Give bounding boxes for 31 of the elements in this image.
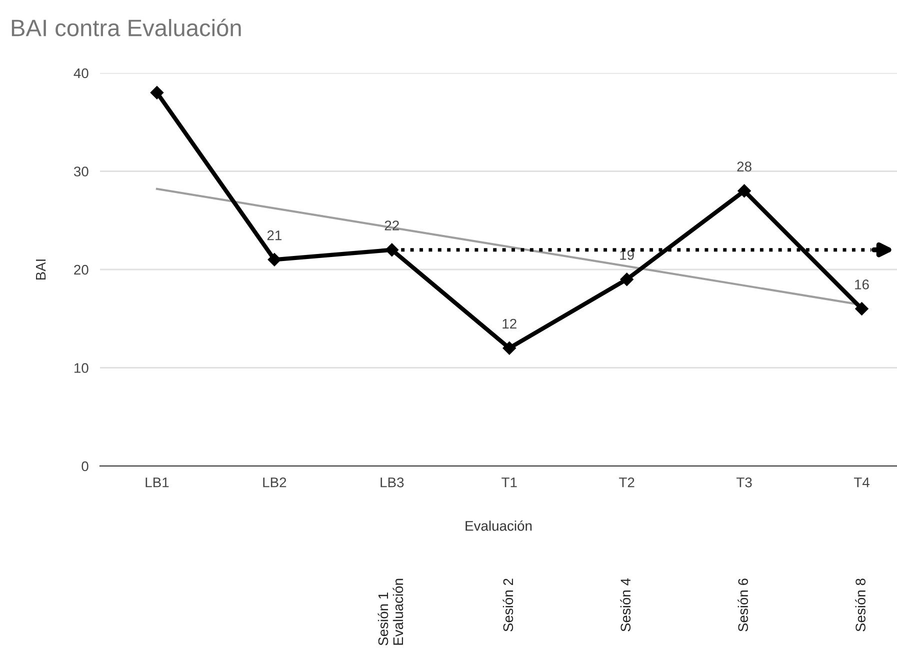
text: Sesión 4 — [620, 578, 631, 632]
point — [268, 253, 282, 266]
y-tick-label: 10 — [74, 363, 88, 373]
x-tick-label: LB2 — [263, 477, 286, 488]
x-tick-label: LB3 — [380, 477, 404, 488]
data-label: 28 — [737, 162, 752, 172]
text: Sesión 6 — [738, 578, 748, 632]
y-tick-label: 0 — [82, 461, 88, 472]
data-label: 16 — [855, 280, 869, 290]
data-label: 21 — [267, 230, 282, 240]
chart-title: BAI contra Evaluación — [12, 18, 241, 36]
point — [620, 272, 634, 286]
y-axis-title: BAI — [36, 260, 46, 280]
text: Sesión 1 Evaluación — [378, 578, 404, 646]
x-tick-label: LB1 — [146, 478, 169, 488]
y-tick-label: 40 — [74, 68, 88, 78]
text: Sesión 8 — [855, 578, 866, 632]
data-label: 12 — [502, 318, 516, 329]
y-tick-label: 20 — [74, 264, 88, 275]
text: Sesión 2 — [502, 578, 514, 632]
x-tick-label: T1 — [502, 478, 517, 488]
point — [738, 184, 751, 198]
point — [150, 86, 164, 100]
y-tick-label: 30 — [74, 166, 88, 176]
point — [855, 302, 868, 316]
data-label: 22 — [384, 220, 399, 230]
x-tick-label: T2 — [619, 477, 634, 488]
x-axis-title: Evaluación — [466, 520, 532, 531]
point — [502, 342, 516, 355]
x-tick-label: T3 — [736, 477, 752, 488]
x-tick-label: T4 — [854, 478, 870, 488]
